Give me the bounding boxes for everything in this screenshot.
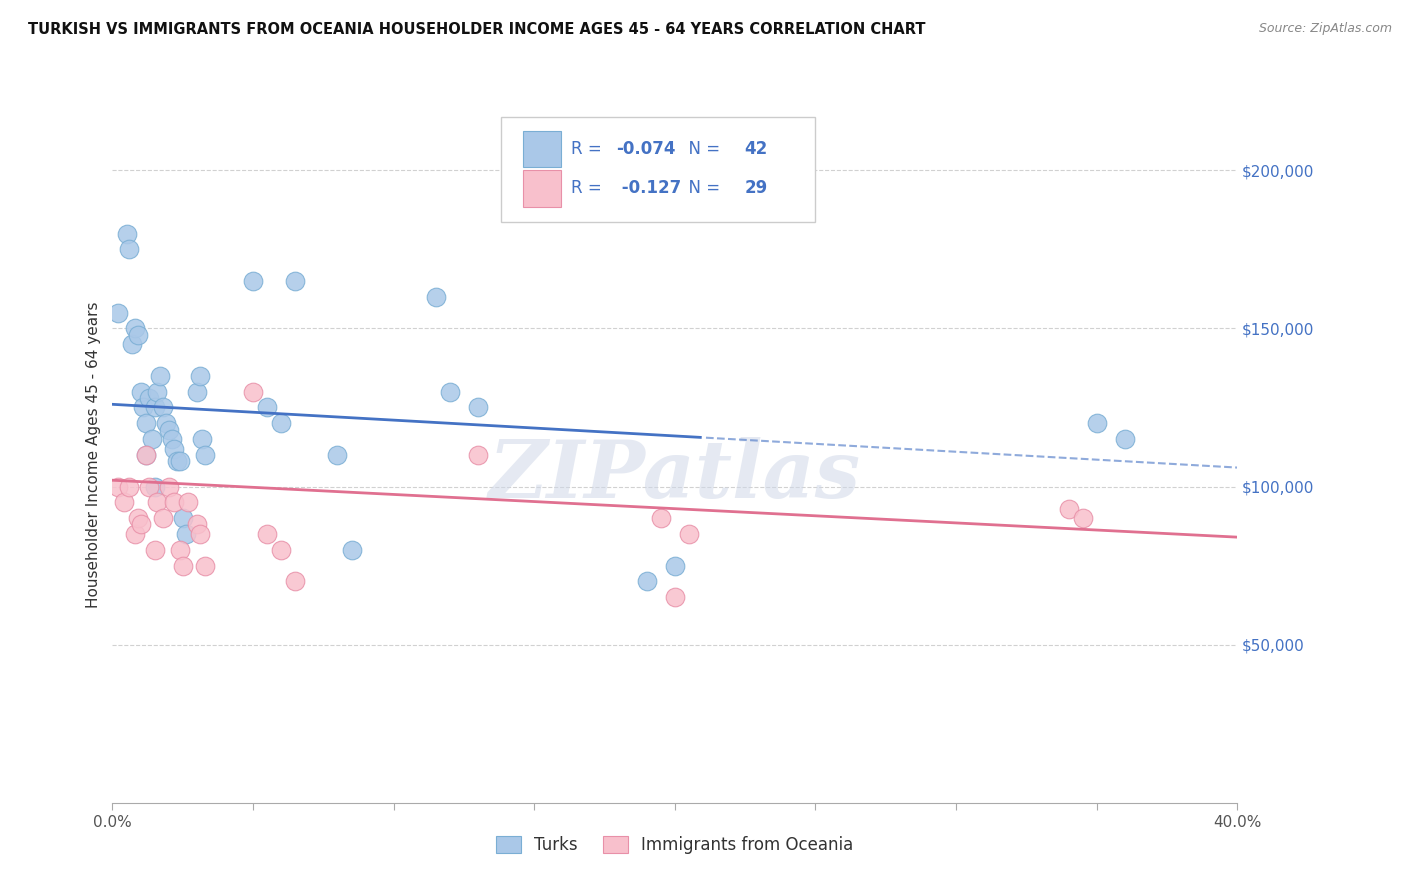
Text: N =: N = xyxy=(678,179,725,197)
Text: -0.127: -0.127 xyxy=(616,179,682,197)
Point xyxy=(188,368,211,383)
Text: N =: N = xyxy=(678,140,725,158)
Point xyxy=(270,542,292,557)
Point xyxy=(118,479,141,493)
Text: Source: ZipAtlas.com: Source: ZipAtlas.com xyxy=(1258,22,1392,36)
Point xyxy=(439,384,461,399)
Point xyxy=(284,274,307,288)
Point xyxy=(664,558,686,573)
Point xyxy=(425,290,447,304)
Point xyxy=(1071,511,1094,525)
Point xyxy=(129,517,152,532)
Point xyxy=(678,527,700,541)
Text: ZIPatlas: ZIPatlas xyxy=(489,437,860,515)
Point xyxy=(157,479,180,493)
Text: 29: 29 xyxy=(745,179,768,197)
Point xyxy=(124,321,146,335)
Text: R =: R = xyxy=(571,140,607,158)
Point xyxy=(186,384,208,399)
Point xyxy=(146,384,169,399)
Point xyxy=(160,432,183,446)
Legend: Turks, Immigrants from Oceania: Turks, Immigrants from Oceania xyxy=(489,829,860,861)
Point xyxy=(149,368,172,383)
Point xyxy=(1057,501,1080,516)
Point xyxy=(664,591,686,605)
Point xyxy=(467,448,489,462)
Point xyxy=(155,417,177,431)
Point xyxy=(112,495,135,509)
Point xyxy=(107,479,129,493)
Point xyxy=(152,511,174,525)
Point xyxy=(172,558,194,573)
Point xyxy=(284,574,307,589)
Point xyxy=(146,495,169,509)
Point xyxy=(256,527,278,541)
Point xyxy=(118,243,141,257)
Point xyxy=(135,448,157,462)
Text: TURKISH VS IMMIGRANTS FROM OCEANIA HOUSEHOLDER INCOME AGES 45 - 64 YEARS CORRELA: TURKISH VS IMMIGRANTS FROM OCEANIA HOUSE… xyxy=(28,22,925,37)
Point xyxy=(326,448,349,462)
Point xyxy=(340,542,363,557)
Point xyxy=(127,327,149,342)
Point xyxy=(242,274,264,288)
Point xyxy=(467,401,489,415)
Y-axis label: Householder Income Ages 45 - 64 years: Householder Income Ages 45 - 64 years xyxy=(86,301,101,608)
Point xyxy=(141,432,163,446)
Point xyxy=(177,495,200,509)
Text: 42: 42 xyxy=(745,140,768,158)
Point xyxy=(115,227,138,241)
Point xyxy=(172,511,194,525)
Text: R =: R = xyxy=(571,179,607,197)
Point xyxy=(166,454,188,468)
Point xyxy=(163,442,186,456)
Point xyxy=(121,337,143,351)
FancyBboxPatch shape xyxy=(501,118,815,222)
Point xyxy=(143,401,166,415)
Point xyxy=(138,479,160,493)
Point xyxy=(169,454,191,468)
Point xyxy=(636,574,658,589)
Point xyxy=(107,305,129,319)
Point xyxy=(129,384,152,399)
Point xyxy=(242,384,264,399)
Point xyxy=(1085,417,1108,431)
Point xyxy=(135,448,157,462)
Point xyxy=(256,401,278,415)
Point xyxy=(191,432,214,446)
Point xyxy=(143,542,166,557)
Point xyxy=(132,401,155,415)
Point xyxy=(186,517,208,532)
Text: -0.074: -0.074 xyxy=(616,140,676,158)
Point xyxy=(127,511,149,525)
Point xyxy=(194,558,217,573)
Point xyxy=(138,391,160,405)
Point xyxy=(188,527,211,541)
Point xyxy=(163,495,186,509)
Point xyxy=(157,423,180,437)
Point xyxy=(174,527,197,541)
Point xyxy=(1114,432,1136,446)
Point xyxy=(152,401,174,415)
Point xyxy=(194,448,217,462)
Point xyxy=(135,417,157,431)
Point xyxy=(124,527,146,541)
FancyBboxPatch shape xyxy=(523,131,561,167)
Point xyxy=(270,417,292,431)
Point xyxy=(650,511,672,525)
Point xyxy=(143,479,166,493)
Point xyxy=(169,542,191,557)
FancyBboxPatch shape xyxy=(523,170,561,207)
